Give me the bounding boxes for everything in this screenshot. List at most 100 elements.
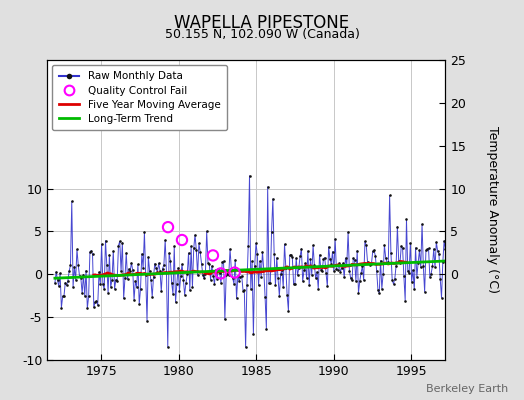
Point — [361, 238, 369, 244]
Point — [392, 262, 400, 269]
Point — [341, 255, 350, 261]
Point — [340, 274, 348, 281]
Point — [243, 282, 251, 288]
Point — [336, 268, 344, 275]
Point — [256, 258, 264, 264]
Point — [169, 291, 177, 297]
Point — [267, 229, 276, 235]
Point — [244, 243, 253, 249]
Point — [77, 275, 85, 281]
Text: 50.155 N, 102.090 W (Canada): 50.155 N, 102.090 W (Canada) — [165, 28, 359, 41]
Point — [83, 305, 92, 312]
Point — [106, 284, 115, 290]
Point — [351, 257, 359, 264]
Point — [337, 265, 346, 272]
Point — [113, 277, 122, 284]
Point — [158, 265, 167, 272]
Point — [427, 270, 435, 277]
Point — [269, 196, 277, 202]
Point — [192, 247, 201, 253]
Point — [208, 263, 216, 269]
Point — [265, 280, 273, 287]
Point — [300, 267, 308, 274]
Point — [313, 269, 321, 275]
Point — [178, 261, 186, 267]
Point — [59, 293, 67, 299]
Point — [161, 237, 169, 244]
Point — [138, 251, 146, 257]
Point — [368, 248, 377, 254]
Point — [66, 262, 74, 268]
Point — [61, 279, 70, 286]
Point — [357, 270, 365, 276]
Point — [248, 258, 256, 264]
Point — [250, 263, 259, 269]
Point — [264, 184, 272, 190]
Point — [171, 299, 180, 305]
Point — [180, 292, 189, 298]
Point — [81, 293, 89, 299]
Point — [400, 273, 408, 280]
Point — [234, 273, 242, 279]
Point — [307, 256, 315, 263]
Point — [153, 269, 161, 276]
Point — [335, 260, 343, 266]
Point — [311, 275, 320, 281]
Point — [237, 272, 246, 279]
Point — [393, 224, 401, 230]
Point — [419, 263, 428, 270]
Point — [195, 240, 203, 247]
Point — [329, 248, 337, 255]
Point — [128, 267, 137, 274]
Point — [359, 277, 368, 283]
Point — [240, 287, 248, 294]
Point — [160, 262, 168, 268]
Point — [352, 278, 360, 284]
Point — [56, 270, 64, 277]
Point — [275, 292, 283, 299]
Point — [125, 266, 133, 272]
Point — [231, 269, 239, 276]
Point — [428, 263, 436, 270]
Point — [425, 274, 434, 280]
Point — [57, 304, 66, 311]
Point — [415, 247, 423, 254]
Point — [397, 243, 406, 249]
Point — [384, 258, 392, 265]
Point — [84, 293, 93, 300]
Point — [190, 245, 198, 252]
Point — [319, 256, 328, 262]
Point — [367, 260, 376, 267]
Point — [315, 252, 324, 258]
Point — [116, 238, 124, 244]
Point — [435, 251, 443, 257]
Point — [214, 266, 223, 272]
Point — [163, 344, 172, 350]
Point — [126, 268, 134, 274]
Point — [417, 264, 425, 271]
Point — [51, 280, 59, 286]
Point — [174, 265, 182, 271]
Point — [281, 264, 290, 271]
Point — [111, 286, 119, 292]
Point — [431, 264, 439, 270]
Point — [288, 254, 297, 260]
Point — [204, 260, 212, 266]
Point — [245, 172, 254, 179]
Point — [249, 331, 258, 338]
Point — [231, 256, 239, 263]
Point — [401, 297, 409, 304]
Point — [423, 246, 431, 252]
Point — [310, 262, 319, 268]
Point — [247, 286, 255, 292]
Point — [262, 326, 270, 332]
Point — [304, 248, 312, 254]
Point — [140, 229, 149, 236]
Point — [289, 281, 298, 287]
Point — [379, 271, 387, 277]
Point — [73, 246, 81, 253]
Point — [109, 248, 117, 254]
Point — [309, 242, 317, 248]
Point — [343, 261, 351, 268]
Point — [271, 282, 280, 288]
